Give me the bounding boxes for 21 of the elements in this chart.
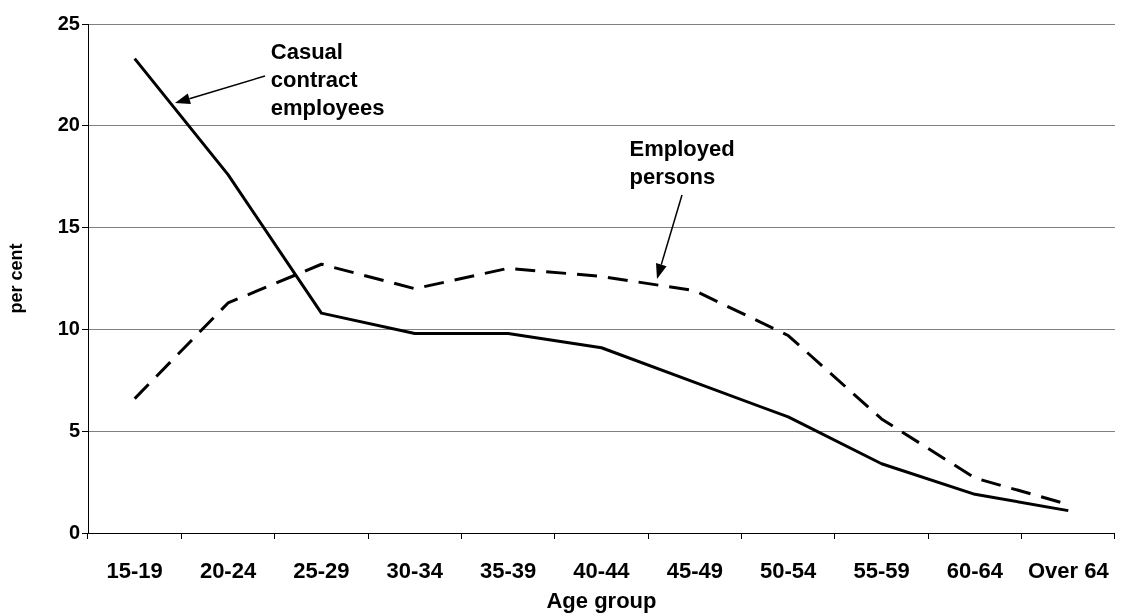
- x-tick-label: 55-59: [853, 558, 910, 584]
- y-tick-label: 20: [57, 113, 80, 136]
- y-tick-label: 25: [57, 11, 80, 34]
- x-axis-title: Age group: [546, 587, 657, 613]
- x-tick-label: 20-24: [199, 558, 257, 584]
- y-axis-title: per cent: [5, 243, 26, 314]
- y-tick-label: 5: [68, 418, 80, 441]
- x-tick-label: 35-39: [479, 558, 537, 584]
- x-tick-label: 45-49: [666, 558, 723, 584]
- x-tick-label: 15-19: [106, 558, 163, 584]
- legend-label: Casual contract employees: [270, 38, 385, 120]
- x-tick-label: Over 64: [1027, 558, 1110, 584]
- x-tick-label: 30-34: [386, 558, 444, 584]
- x-tick-label: 25-29: [293, 558, 350, 584]
- x-tick-label: 50-54: [760, 558, 818, 584]
- y-tick-label: 15: [57, 215, 80, 238]
- y-tick-label: 0: [68, 520, 80, 543]
- x-tick-label: 40-44: [573, 558, 631, 584]
- y-tick-label: 10: [57, 316, 80, 339]
- x-tick-label: 60-64: [946, 558, 1004, 584]
- text: Employed persons: [629, 135, 735, 189]
